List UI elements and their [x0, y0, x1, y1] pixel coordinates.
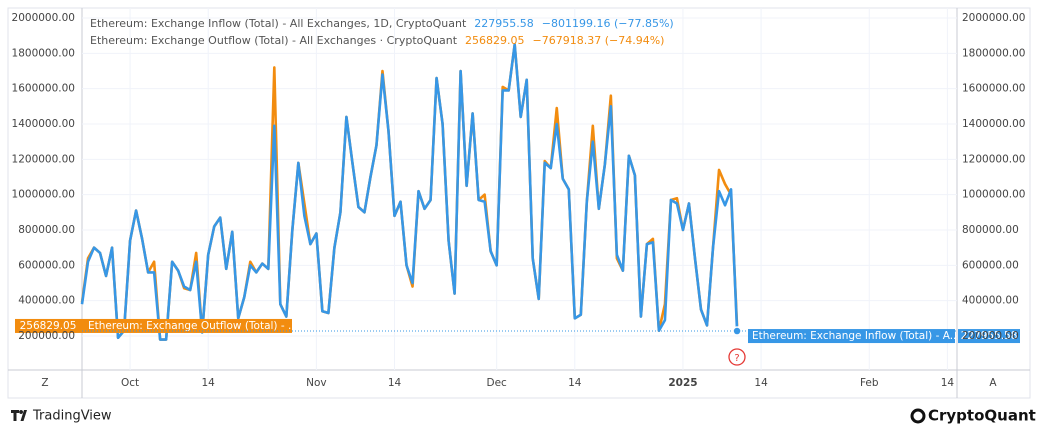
- x-tick-label: 2025: [668, 377, 697, 389]
- x-tick-label: Oct: [121, 377, 139, 389]
- x-tick-label: 14: [754, 377, 768, 389]
- legend-name: Ethereum: Exchange Outflow (Total) - All…: [90, 34, 458, 47]
- legend-change: −767918.37 (−74.94%): [533, 34, 665, 47]
- plot: [80, 43, 739, 341]
- y-tick-label: 1000000.00: [12, 189, 75, 201]
- x-tick-label: Dec: [486, 377, 507, 389]
- series-tag-text: Ethereum: Exchange Inflow (Total) - A...: [752, 330, 960, 342]
- y-tick-label: 1400000.00: [12, 118, 75, 130]
- y2-tick-label: 1000000.00: [962, 189, 1025, 201]
- cryptoquant-logo: CryptoQuant: [910, 407, 1036, 425]
- y-tick-label: 1600000.00: [12, 83, 75, 95]
- y2-tick-label: 600000.00: [962, 259, 1019, 271]
- series-tag-text: Ethereum: Exchange Outflow (Total) - ...: [88, 320, 298, 332]
- value-tag-text: 256829.05: [20, 320, 77, 332]
- last-point: [732, 326, 742, 336]
- help-icon[interactable]: [728, 348, 746, 366]
- y2-tick-label: 1400000.00: [962, 118, 1025, 130]
- y-tick-label: 1200000.00: [12, 153, 75, 165]
- y-tick-label: 800000.00: [18, 224, 75, 236]
- overlay: Ethereum: Exchange Inflow (Total) - All …: [15, 17, 1020, 344]
- y2-tick-label: 200000.00: [962, 330, 1019, 342]
- y2-tick-label: 1800000.00: [962, 47, 1025, 59]
- y-tick-label: 2000000.00: [12, 12, 75, 24]
- x-tick-label: Feb: [860, 377, 879, 389]
- series-tag: [748, 329, 955, 344]
- axis-button[interactable]: A: [989, 377, 997, 389]
- value-tag: [958, 329, 1020, 344]
- axis-button[interactable]: Z: [41, 377, 48, 389]
- x-tick-label: 14: [388, 377, 402, 389]
- legend-name: Ethereum: Exchange Inflow (Total) - All …: [90, 17, 467, 30]
- y2-tick-label: 800000.00: [962, 224, 1019, 236]
- y-tick-label: 200000.00: [18, 330, 75, 342]
- y2-tick-label: 1200000.00: [962, 153, 1025, 165]
- footer-right: CryptoQuant: [928, 407, 1036, 425]
- legend-value: 227955.58: [474, 17, 534, 30]
- tradingview-logo: TradingView: [11, 409, 112, 424]
- legend-value: 256829.05: [465, 34, 525, 47]
- footer-left: TradingView: [32, 409, 112, 424]
- y2-tick-label: 400000.00: [962, 295, 1019, 307]
- x-tick-label: 14: [568, 377, 582, 389]
- legend-change: −801199.16 (−77.85%): [542, 17, 674, 30]
- x-tick-label: Nov: [306, 377, 327, 389]
- series-tag: [82, 318, 292, 333]
- value-tag-text: 227955.58: [961, 330, 1018, 342]
- x-tick-label: 14: [202, 377, 216, 389]
- y-tick-label: 400000.00: [18, 295, 75, 307]
- grid: [82, 8, 957, 370]
- y2-tick-label: 2000000.00: [962, 12, 1025, 24]
- y-tick-label: 600000.00: [18, 259, 75, 271]
- y2-tick-label: 1600000.00: [962, 83, 1025, 95]
- series-line: [80, 43, 739, 341]
- value-tag: [15, 318, 82, 333]
- y-tick-label: 1800000.00: [12, 47, 75, 59]
- x-tick-label: 14: [941, 377, 955, 389]
- help-icon-text: ?: [734, 353, 739, 364]
